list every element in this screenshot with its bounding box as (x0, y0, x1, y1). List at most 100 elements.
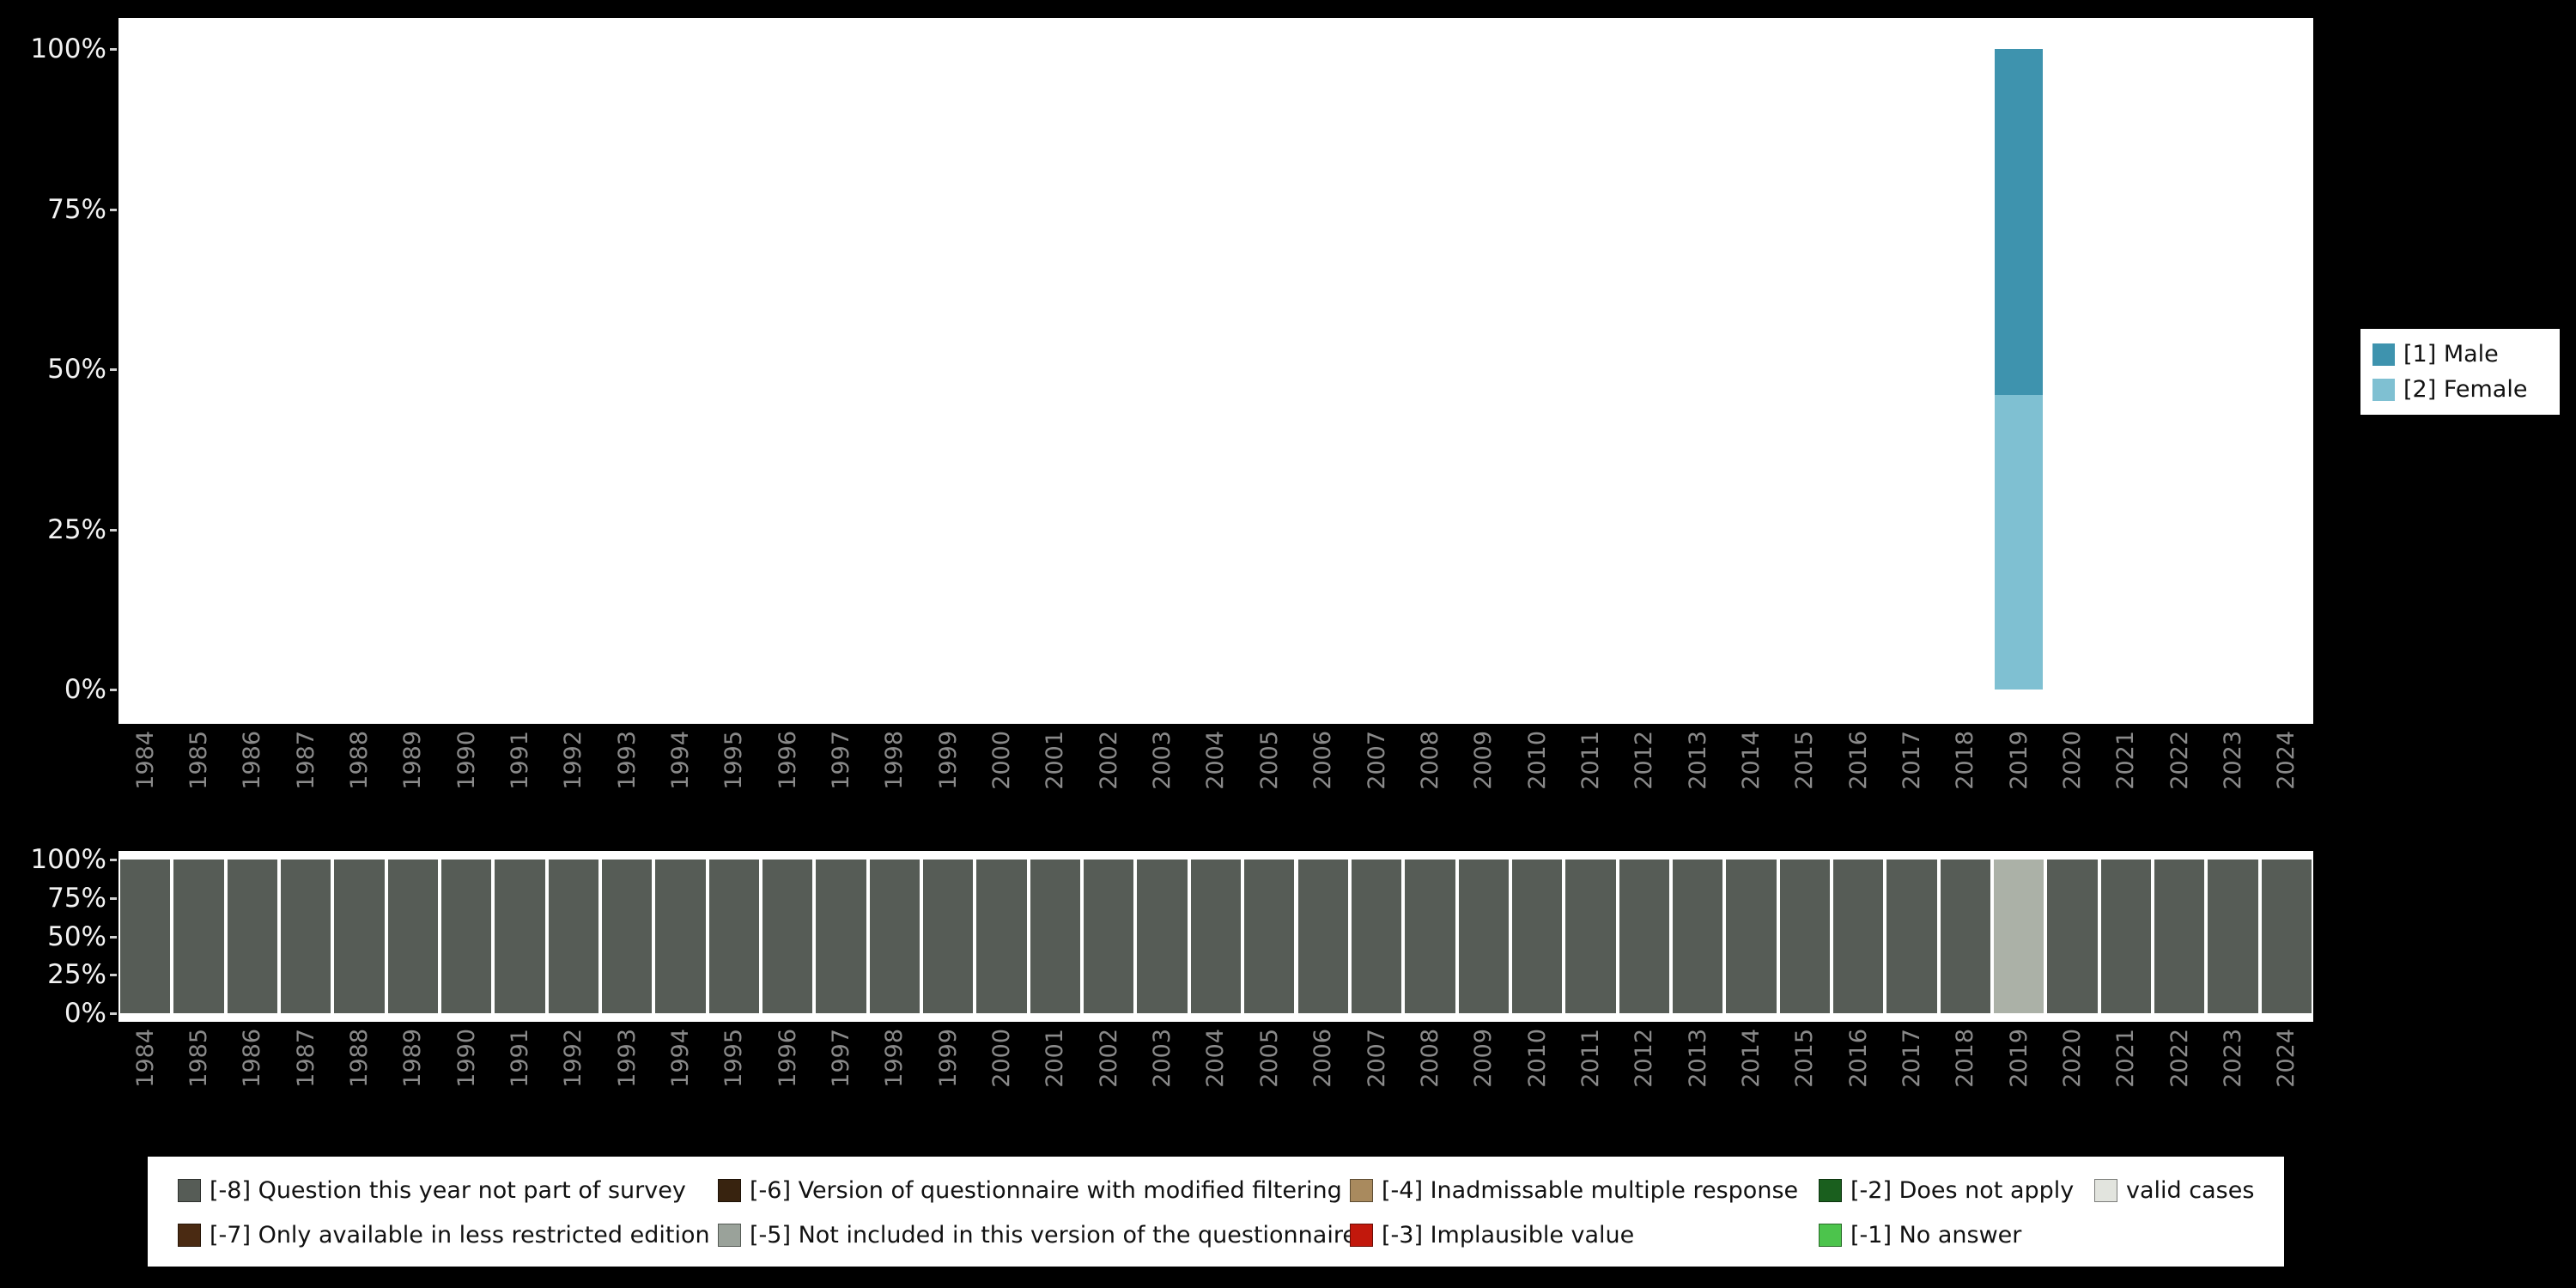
missings-chart-year-label: 1984 (118, 1029, 172, 1136)
year-label-text: 2007 (1363, 731, 1390, 790)
bar-missing8-2000 (976, 860, 1027, 1013)
year-label-text: 2009 (1470, 731, 1498, 790)
top-chart-year-label: 2021 (2099, 731, 2153, 838)
year-label-text: 2020 (2058, 731, 2086, 790)
legend-item-label: [-8] Question this year not part of surv… (210, 1177, 686, 1204)
top-chart-year-label: 2011 (1564, 731, 1617, 838)
year-label-text: 2000 (988, 1029, 1016, 1088)
legend-item-missing-3: [-3] Implausible value (1350, 1222, 1634, 1249)
bar-missing8-1997 (816, 860, 866, 1013)
missings-chart-year-label: 1995 (708, 1029, 761, 1136)
missing-5-color-swatch (718, 1224, 741, 1247)
top-chart-year-label: 2016 (1832, 731, 1885, 838)
missings-chart-y-tick-label: 0% (64, 998, 106, 1029)
year-label-text: 1992 (560, 1029, 587, 1088)
legend-item-valid-cases: valid cases (2094, 1177, 2254, 1204)
legend-item-label: [1] Male (2403, 341, 2499, 368)
top-chart-year-label: 2012 (1618, 731, 1671, 838)
year-label-text: 2024 (2273, 1029, 2300, 1088)
bar-missing8-1984 (120, 860, 171, 1013)
missings-chart-y-tick-label: 25% (47, 959, 106, 991)
year-label-text: 2004 (1202, 1029, 1230, 1088)
missings-chart-y-tick-mark (110, 859, 117, 861)
missings-chart-year-label: 2003 (1135, 1029, 1188, 1136)
top-chart-y-tick-mark (110, 48, 117, 51)
top-chart-y-tick-mark (110, 368, 117, 371)
year-label-text: 2010 (1523, 1029, 1551, 1088)
missing-6-color-swatch (718, 1179, 741, 1202)
sex-legend: [1] Male [2] Female (2360, 329, 2560, 415)
legend-item-male: [1] Male (2372, 341, 2560, 368)
bar-missing8-2020 (2047, 860, 2098, 1013)
year-label-text: 1988 (346, 731, 374, 790)
missings-chart-x-axis: 1984 1985 1986 1987 1988 1989 1990 1991 1992 1993… (118, 1029, 2313, 1136)
year-label-text: 2014 (1737, 731, 1765, 790)
year-label-text: 2012 (1631, 731, 1658, 790)
bar-missing8-2009 (1458, 860, 1509, 1013)
year-label-text: 2004 (1202, 731, 1230, 790)
missings-chart-year-label: 2016 (1832, 1029, 1885, 1136)
top-chart-year-label: 1984 (118, 731, 172, 838)
top-chart-y-tick-label: 25% (47, 513, 106, 545)
legend-item-female: [2] Female (2372, 376, 2560, 403)
top-chart-y-tick-mark (110, 208, 117, 211)
missings-chart-year-label: 2024 (2260, 1029, 2313, 1136)
missings-chart-year-label: 2020 (2045, 1029, 2099, 1136)
missings-chart-year-label: 1990 (440, 1029, 493, 1136)
bar-missing8-2018 (1940, 860, 1990, 1013)
year-label-text: 2017 (1898, 1029, 1925, 1088)
bar-missing8-2007 (1351, 860, 1402, 1013)
top-chart-year-label: 1997 (814, 731, 867, 838)
year-label-text: 1991 (507, 1029, 534, 1088)
year-label-text: 2015 (1791, 731, 1819, 790)
top-chart-year-label: 1988 (332, 731, 386, 838)
top-chart-year-label: 2008 (1403, 731, 1456, 838)
missings-chart-y-tick-mark (110, 896, 117, 900)
missings-chart-year-label: 2001 (1029, 1029, 1082, 1136)
year-label-text: 1995 (720, 1029, 748, 1088)
top-chart-y-tick-mark (110, 528, 117, 532)
year-label-text: 2006 (1309, 1029, 1337, 1088)
year-label-text: 1991 (507, 731, 534, 790)
bar-missing8-2006 (1297, 860, 1348, 1013)
year-label-text: 2018 (1952, 1029, 1979, 1088)
top-chart-year-label: 1998 (868, 731, 921, 838)
top-chart-year-label: 1985 (172, 731, 225, 838)
year-label-text: 1995 (720, 731, 748, 790)
year-label-text: 1999 (934, 731, 962, 790)
legend-item-label: [-5] Not included in this version of the… (750, 1222, 1357, 1249)
year-label-text: 2003 (1149, 731, 1176, 790)
year-label-text: 2019 (2005, 731, 2032, 790)
year-label-text: 2016 (1844, 731, 1872, 790)
year-label-text: 1993 (613, 1029, 641, 1088)
year-label-text: 2002 (1095, 1029, 1122, 1088)
missings-chart-year-label: 2007 (1350, 1029, 1403, 1136)
year-label-text: 1986 (239, 731, 266, 790)
top-chart-x-axis: 1984 1985 1986 1987 1988 1989 1990 1991 1992 1993… (118, 731, 2313, 838)
missing-2-color-swatch (1819, 1179, 1842, 1202)
year-label-text: 1994 (667, 1029, 695, 1088)
bar-missing8-2015 (1779, 860, 1830, 1013)
missings-chart-year-label: 2012 (1618, 1029, 1671, 1136)
missings-chart-year-label: 1993 (600, 1029, 653, 1136)
bar-missing8-2024 (2261, 860, 2312, 1013)
top-chart-year-label: 2017 (1885, 731, 1938, 838)
year-label-text: 2016 (1844, 1029, 1872, 1088)
bar-missing8-2011 (1565, 860, 1616, 1013)
year-label-text: 1993 (613, 731, 641, 790)
missings-chart-y-tick-label: 50% (47, 920, 106, 952)
top-chart-year-label: 1996 (761, 731, 814, 838)
missings-chart-year-label: 1989 (386, 1029, 440, 1136)
year-label-text: 1990 (453, 731, 480, 790)
missings-chart-year-label: 1996 (761, 1029, 814, 1136)
bar-missing8-2023 (2208, 860, 2258, 1013)
legend-item-missing-1: [-1] No answer (1819, 1222, 2021, 1249)
top-chart-year-label: 1991 (493, 731, 546, 838)
missings-chart-year-label: 2000 (975, 1029, 1028, 1136)
top-chart-year-label: 2022 (2153, 731, 2206, 838)
year-label-text: 2005 (1255, 1029, 1283, 1088)
legend-item-missing-4: [-4] Inadmissable multiple response (1350, 1177, 1798, 1204)
year-label-text: 1997 (828, 1029, 855, 1088)
missings-chart-y-tick-label: 100% (30, 844, 106, 875)
missing-8-color-swatch (178, 1179, 201, 1202)
